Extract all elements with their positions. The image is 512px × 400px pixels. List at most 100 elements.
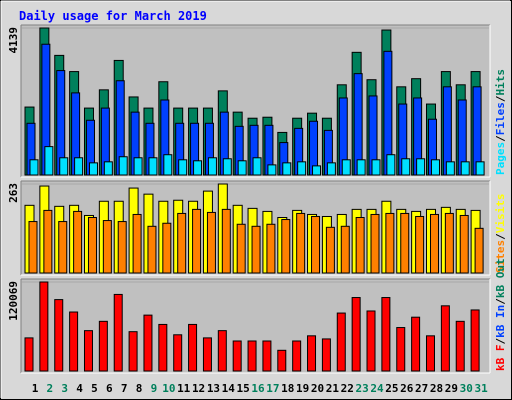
legend-entry: Files xyxy=(494,102,507,135)
x-tick-label: 24 xyxy=(370,382,384,395)
bar xyxy=(24,337,34,372)
bar xyxy=(440,305,450,372)
y-tick-label: 120069 xyxy=(7,281,20,321)
chart-title: Daily usage for March 2019 xyxy=(19,9,207,23)
bar xyxy=(277,349,287,372)
x-tick-label: 6 xyxy=(106,382,113,395)
bar xyxy=(74,157,84,176)
bar xyxy=(307,335,317,372)
x-tick-label: 23 xyxy=(356,382,369,395)
bar xyxy=(326,162,336,176)
bar xyxy=(103,161,113,176)
bar xyxy=(147,225,157,274)
x-tick-label: 15 xyxy=(237,382,250,395)
bar xyxy=(325,226,335,274)
x-tick-label: 12 xyxy=(192,382,205,395)
bar xyxy=(128,331,138,372)
legend: kB F/kB In/kB Out xyxy=(494,258,507,371)
bar xyxy=(173,334,183,372)
bar xyxy=(341,159,351,176)
bar xyxy=(474,227,484,274)
legend-entry: kB Out xyxy=(494,258,507,298)
x-tick-label: 27 xyxy=(415,382,428,395)
bar xyxy=(262,340,272,372)
bar xyxy=(366,310,376,372)
bar xyxy=(296,212,306,274)
bar xyxy=(396,327,406,372)
bar xyxy=(371,159,381,176)
bar xyxy=(44,146,54,176)
bar xyxy=(400,212,410,274)
legend-separator: / xyxy=(494,95,507,102)
legend-entry: kB F xyxy=(494,345,507,372)
x-tick-label: 22 xyxy=(341,382,354,395)
bar xyxy=(381,297,391,372)
bar xyxy=(401,158,411,176)
bar xyxy=(148,157,158,176)
bar xyxy=(217,330,227,372)
bar xyxy=(133,157,143,176)
bar xyxy=(206,211,216,274)
bar xyxy=(83,330,93,372)
bar xyxy=(69,311,79,372)
bar xyxy=(282,162,292,176)
bar xyxy=(177,212,187,274)
bar xyxy=(237,160,247,176)
legend-separator: / xyxy=(494,233,507,240)
bar xyxy=(232,340,242,372)
legend-separator: / xyxy=(494,135,507,142)
bar xyxy=(118,156,128,176)
x-tick-label: 7 xyxy=(121,382,128,395)
legend-entry: Visits xyxy=(494,194,507,234)
bar xyxy=(386,154,396,176)
bar xyxy=(178,159,188,176)
bar xyxy=(351,297,361,372)
bar xyxy=(87,217,97,274)
bar xyxy=(88,162,98,176)
bar xyxy=(202,337,212,372)
bar xyxy=(58,221,68,274)
bar xyxy=(430,159,440,176)
bar xyxy=(193,160,203,176)
x-tick-label: 17 xyxy=(266,382,279,395)
legend: Sites/Visits xyxy=(494,194,507,274)
bar xyxy=(267,164,277,176)
bar xyxy=(444,212,454,274)
bar xyxy=(336,312,346,372)
x-tick-label: 8 xyxy=(136,382,143,395)
bar xyxy=(415,215,425,274)
x-tick-label: 10 xyxy=(162,382,175,395)
bar xyxy=(321,338,331,372)
bar xyxy=(311,215,321,274)
bar xyxy=(445,161,455,176)
bar xyxy=(252,157,262,176)
x-tick-label: 1 xyxy=(32,382,39,395)
bar xyxy=(28,221,38,274)
x-tick-label: 30 xyxy=(460,382,473,395)
legend: Pages/Files/Hits xyxy=(494,69,507,175)
bar xyxy=(222,158,232,176)
bar xyxy=(455,320,465,372)
bar xyxy=(43,209,53,274)
bar xyxy=(102,220,112,274)
x-tick-label: 16 xyxy=(251,382,265,395)
bar xyxy=(475,161,485,176)
bar xyxy=(340,225,350,274)
bar xyxy=(59,157,69,176)
x-tick-label: 9 xyxy=(151,382,158,395)
bar xyxy=(73,210,83,274)
legend-entry: Pages xyxy=(494,142,507,175)
bar xyxy=(356,159,366,176)
bar xyxy=(266,223,276,274)
bar xyxy=(207,157,217,176)
x-tick-label: 18 xyxy=(281,382,294,395)
bar xyxy=(425,335,435,372)
bar xyxy=(247,340,257,372)
bar xyxy=(221,208,231,274)
bar xyxy=(370,213,380,274)
x-tick-label: 26 xyxy=(400,382,414,395)
bar xyxy=(297,161,307,176)
x-tick-label: 21 xyxy=(326,382,340,395)
x-tick-label: 20 xyxy=(311,382,324,395)
